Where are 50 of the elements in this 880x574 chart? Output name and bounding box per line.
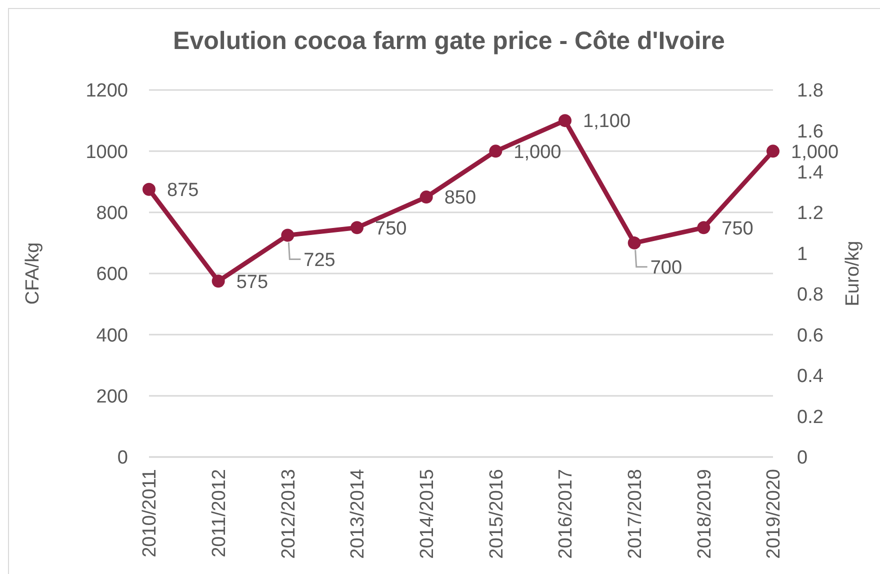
data-label: 1,000 bbox=[791, 142, 839, 163]
data-label: 700 bbox=[650, 258, 682, 279]
x-tick-label: 2018/2019 bbox=[694, 469, 716, 559]
y-tick-label: 400 bbox=[96, 325, 128, 346]
x-tick-label: 2017/2018 bbox=[624, 469, 646, 559]
point bbox=[766, 144, 780, 158]
y-tick-label: 200 bbox=[96, 386, 128, 408]
data-label: 1,000 bbox=[514, 142, 562, 163]
data-label: 750 bbox=[722, 218, 754, 240]
data-label: 1,100 bbox=[583, 111, 631, 132]
y2-tick-label: 0 bbox=[797, 448, 808, 469]
y2-axis-title: Euro/kg bbox=[842, 240, 864, 306]
y2-tick-label: 0.2 bbox=[797, 406, 824, 428]
x-tick-label: 2014/2015 bbox=[416, 469, 438, 559]
y-tick-label: 1200 bbox=[86, 80, 128, 102]
y-tick-label: 1000 bbox=[86, 142, 128, 163]
point bbox=[420, 190, 433, 204]
y2-tick-label: 1.2 bbox=[797, 203, 824, 224]
y2-tick-label: 0.6 bbox=[797, 325, 824, 346]
y2-tick-label: 1.6 bbox=[797, 122, 824, 143]
y-tick-label: 0 bbox=[117, 448, 128, 469]
y-tick-label: 600 bbox=[96, 264, 128, 286]
x-tick-label: 2019/2020 bbox=[764, 469, 785, 559]
y2-tick-label: 1 bbox=[797, 244, 808, 265]
y2-tick-label: 0.4 bbox=[797, 366, 824, 388]
x-tick-label: 2010/2011 bbox=[140, 469, 161, 558]
x-tick-label: 2015/2016 bbox=[486, 469, 508, 559]
point bbox=[697, 221, 710, 234]
x-tick-label: 2013/2014 bbox=[348, 468, 369, 559]
x-tick-label: 2016/2017 bbox=[556, 469, 577, 559]
data-label: 725 bbox=[304, 250, 336, 271]
data-label: 750 bbox=[375, 218, 407, 240]
y2-tick-label: 1.8 bbox=[797, 80, 824, 102]
x-tick-label: 2012/2013 bbox=[278, 469, 300, 559]
point bbox=[281, 228, 294, 242]
data-label: 875 bbox=[167, 180, 199, 202]
point bbox=[350, 221, 364, 234]
x-tick-label: 2011/2012 bbox=[208, 469, 230, 558]
data-label: 575 bbox=[236, 272, 268, 293]
chart-title: Evolution cocoa farm gate price - Côte d'Ivoire bbox=[172, 26, 726, 56]
y-axis-title: CFA/kg bbox=[22, 242, 44, 305]
y2-tick-label: 1.4 bbox=[797, 162, 824, 184]
y2-tick-label: 0.8 bbox=[797, 284, 824, 306]
data-label: 850 bbox=[444, 188, 476, 209]
y-tick-label: 800 bbox=[96, 203, 128, 224]
point bbox=[628, 236, 641, 250]
point bbox=[142, 182, 156, 196]
point bbox=[212, 274, 225, 288]
point bbox=[558, 114, 572, 128]
point bbox=[489, 144, 502, 158]
